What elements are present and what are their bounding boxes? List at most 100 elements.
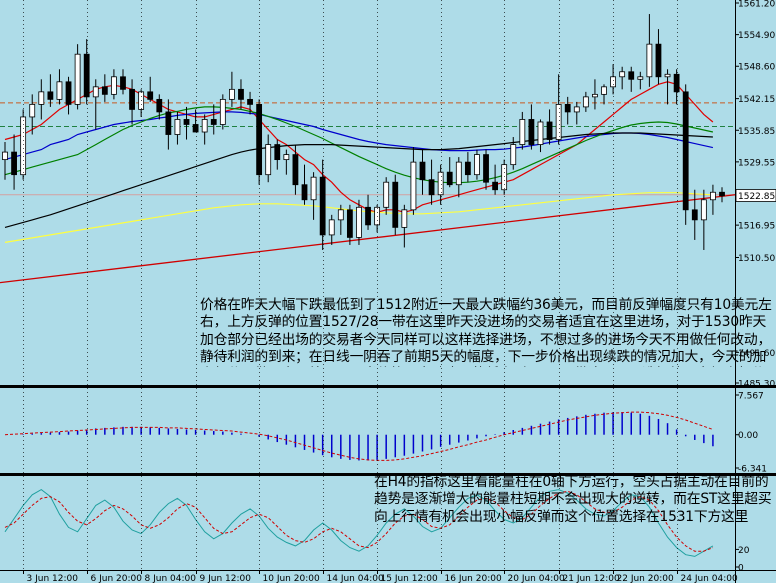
candle (265, 134, 272, 183)
x-tick-label: 24 Jun 04:00 (681, 574, 738, 583)
x-tick-label: 10 Jun 20:00 (263, 574, 320, 583)
candle (328, 214, 335, 245)
y-tick-label: 1510.50 (738, 254, 775, 264)
candle-body-bearish (101, 86, 108, 95)
moving-average-green (4, 106, 714, 184)
candle-body-bearish (392, 181, 399, 228)
y-tick-label: 1554.90 (738, 31, 775, 41)
candle (274, 139, 281, 170)
candle (573, 101, 580, 125)
x-tick-label: 6 Jun 20:00 (91, 574, 143, 583)
candle (165, 99, 172, 150)
candle (247, 91, 253, 115)
candle-body-bullish (20, 116, 27, 176)
candle-body-bearish (120, 76, 126, 90)
panel-separator (0, 385, 776, 388)
candle (92, 79, 99, 130)
candle (156, 94, 163, 120)
candle-body-bearish (192, 124, 199, 133)
candle (664, 69, 671, 105)
candle-body-bearish (691, 209, 698, 221)
candle (337, 204, 344, 235)
candle-body-bullish (38, 91, 45, 105)
x-tick-label: 21 Jun 12:00 (563, 574, 620, 583)
candle (401, 204, 408, 248)
moving-average-black (4, 132, 713, 228)
candle-body-bearish (11, 151, 17, 176)
candle (65, 76, 72, 115)
candle (582, 91, 589, 112)
moving-average-blue (4, 111, 714, 161)
candle-body-bullish (601, 86, 607, 95)
candle-body-bullish (619, 71, 626, 78)
candle (464, 152, 471, 183)
candle (592, 79, 598, 110)
candle-body-bearish (419, 161, 426, 181)
candle (111, 69, 117, 100)
candle (492, 164, 499, 195)
candle (519, 111, 526, 150)
candle (673, 69, 680, 105)
candle-body-bullish (356, 206, 362, 238)
candle (38, 79, 45, 120)
candle (719, 187, 725, 203)
trend-line (0, 194, 736, 284)
candle-body-bullish (410, 161, 417, 211)
stochastic-signal-line (4, 490, 714, 552)
candle-body-bearish (65, 81, 72, 105)
candle-body-bearish (83, 53, 90, 98)
candle (392, 174, 399, 235)
candle (56, 69, 63, 105)
candle (437, 164, 444, 205)
candle (301, 164, 308, 205)
candle (310, 172, 317, 220)
candle-body-bearish (247, 98, 253, 105)
candle (537, 119, 544, 153)
panel-separator (0, 473, 776, 476)
x-tick-label: 14 Jun 04:00 (327, 574, 384, 583)
y-tick-label: 0.00 (738, 431, 758, 441)
candle-body-bullish (455, 161, 462, 186)
candle-body-bearish (183, 119, 190, 125)
moving-average-red (4, 81, 714, 213)
candle (619, 66, 626, 90)
candle (700, 189, 707, 250)
candle (474, 149, 480, 180)
candle-body-bullish (710, 191, 716, 201)
candle-body-bullish (510, 144, 517, 166)
candle-body-bullish (474, 154, 480, 176)
candle (83, 39, 90, 105)
y-tick-label: 20 (738, 546, 750, 556)
candle-body-bearish (719, 191, 725, 197)
y-tick-label: 1542.15 (738, 95, 775, 105)
candle (356, 199, 362, 245)
candle (655, 29, 662, 85)
candle (192, 109, 199, 133)
candle (319, 159, 326, 250)
candle-body-bearish (546, 121, 553, 140)
candle-body-bearish (628, 71, 635, 80)
candle-body-bullish (310, 176, 317, 201)
candle-body-bullish (610, 76, 616, 88)
candle-body-bearish (446, 171, 453, 186)
candle (228, 71, 235, 107)
candle-body-bullish (573, 106, 580, 113)
y-tick-label: 1485.30 (738, 380, 775, 390)
main-price-panel (0, 14, 736, 284)
candle-body-bullish (174, 119, 181, 135)
y-tick-label: 1491.60 (738, 349, 775, 359)
candle-body-bearish (238, 88, 244, 100)
candle (410, 147, 417, 215)
candle-body-bearish (365, 206, 371, 226)
y-tick-label: 1522.85 (738, 192, 775, 202)
candle (11, 134, 17, 190)
candle-body-bullish (437, 171, 444, 196)
candle (183, 106, 190, 140)
candle-body-bearish (528, 119, 535, 145)
candle-body-bullish (328, 219, 335, 236)
candle-body-bearish (274, 144, 281, 161)
y-tick-label: 1529.55 (738, 158, 775, 168)
candle (601, 84, 607, 105)
x-tick-label: 20 Jun 04:00 (508, 574, 565, 583)
